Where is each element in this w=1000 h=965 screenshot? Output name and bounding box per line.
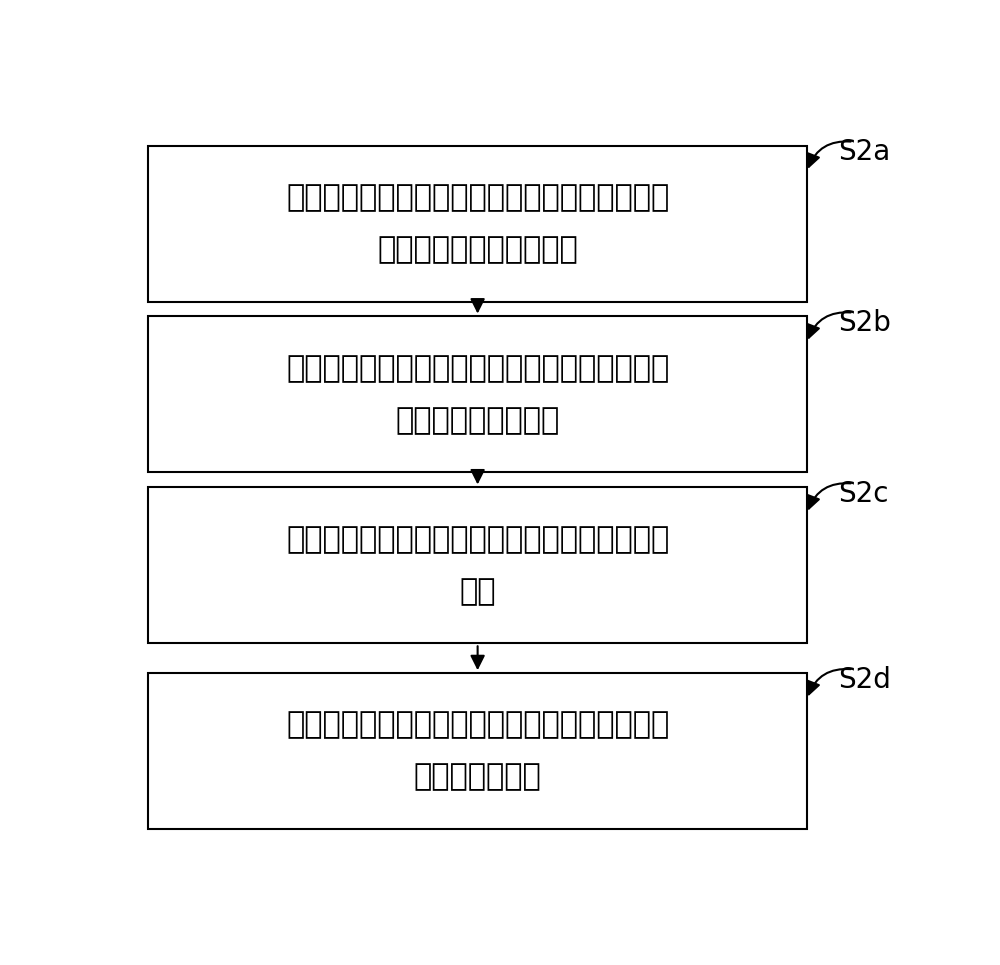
Text: 获取运输车进入厂区时的车牌号信息，根据车牌: 获取运输车进入厂区时的车牌号信息，根据车牌 — [286, 183, 669, 212]
Bar — [148, 317, 807, 473]
Text: S2b: S2b — [838, 309, 891, 337]
Text: 号信息触发路径规划事件: 号信息触发路径规划事件 — [377, 235, 578, 264]
Text: S2c: S2c — [838, 480, 889, 508]
Bar — [148, 674, 807, 829]
Text: S2a: S2a — [838, 138, 890, 166]
Bar — [148, 487, 807, 644]
Text: 根据运输车的地理位置信息和用户设置的节点信: 根据运输车的地理位置信息和用户设置的节点信 — [286, 710, 669, 739]
Text: 通过厂区地图上的设置控件获取用户设置的节点: 通过厂区地图上的设置控件获取用户设置的节点 — [286, 525, 669, 554]
Text: 在路径规划事件中，根据用户的规划指令将厂区: 在路径规划事件中，根据用户的规划指令将厂区 — [286, 354, 669, 383]
Text: 息进行路径规划: 息进行路径规划 — [414, 762, 542, 791]
Text: 地图反馈跟用户终端: 地图反馈跟用户终端 — [396, 406, 560, 435]
Text: 信息: 信息 — [459, 577, 496, 606]
Bar — [148, 146, 807, 301]
Text: S2d: S2d — [838, 666, 891, 694]
